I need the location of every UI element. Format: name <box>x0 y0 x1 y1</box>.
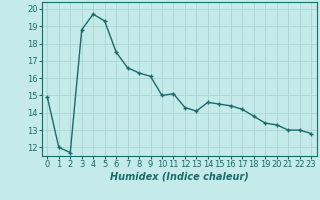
X-axis label: Humidex (Indice chaleur): Humidex (Indice chaleur) <box>110 172 249 182</box>
